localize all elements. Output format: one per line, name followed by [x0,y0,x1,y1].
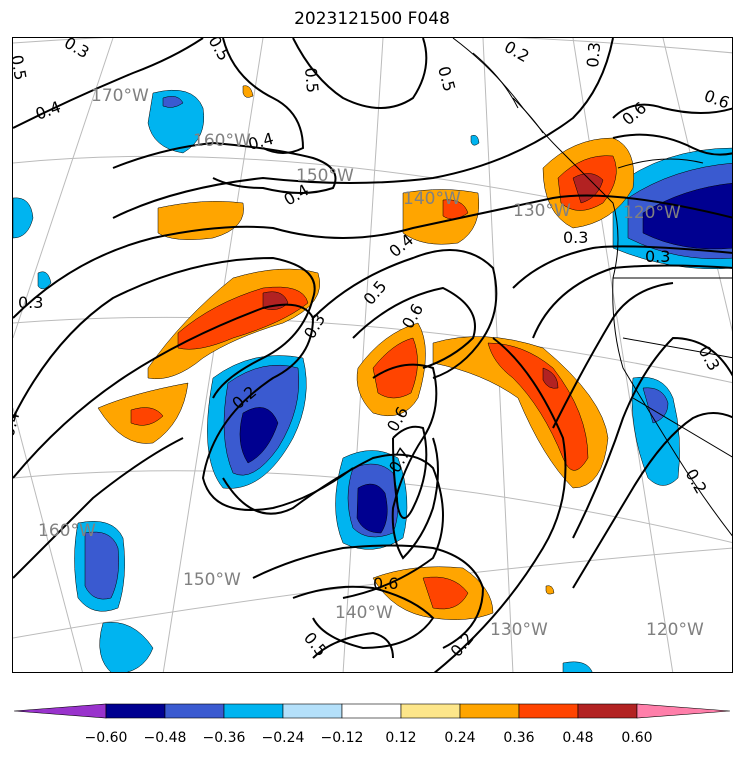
lon-label-150w-south: 150°W [183,570,241,590]
colorbar-tick-label: −0.24 [261,730,305,746]
contours [13,38,732,672]
contour-label: 0.3 [563,228,588,247]
colorbar-segment [164,703,225,719]
colorbar-segment [105,703,166,719]
colorbar-extend-high [636,703,731,719]
contour-label: 0.2 [501,38,533,66]
colorbar-segment [282,703,343,719]
contour-label: 0.3 [61,38,93,62]
lon-label-130w-south: 130°W [490,620,548,640]
coastlines [452,38,732,537]
contour-label: 0.5 [205,38,234,64]
map-title: 2023121500 F048 [294,9,450,29]
shaded-field [13,85,732,672]
contour-label: 0.5 [301,67,322,94]
contour-label: 0.3 [18,293,43,312]
colorbar-tick-label: −0.36 [202,730,246,746]
colorbar-tick-label: 0.12 [385,730,417,746]
colorbar-segment [223,703,284,719]
contour-label: 0.6 [618,98,650,129]
lon-label-130w-north: 130°W [513,201,571,221]
lon-label-160w-south: 160°W [38,521,96,541]
colorbar-extend-low [13,703,107,719]
contour-label: 0.6 [398,300,427,332]
contour-label: 0.5 [434,64,459,94]
colorbar-tick-label: 0.60 [621,730,653,746]
contour-label: 0.3 [300,310,329,342]
contour-label: 0.5 [13,53,30,81]
colorbar-tick-label: 0.36 [503,730,535,746]
colorbar-tick-label: −0.48 [143,730,187,746]
colorbar-segment [400,703,461,719]
colorbar-tick-label: 0.48 [562,730,594,746]
colorbar-segment [459,703,520,719]
contour-label: 0.4 [13,410,23,440]
contour-label: 0.3 [583,41,604,68]
contour-label: 0.6 [373,574,398,593]
colorbar-tick-label: −0.60 [84,730,128,746]
lon-label-140w-south: 140°W [335,603,393,623]
colorbar-segment [518,703,579,719]
contour-label: 0.3 [645,247,670,266]
lon-label-140w-north: 140°W [403,189,461,209]
contour-label: 0.3 [695,343,724,375]
colorbar-tick-label: −0.12 [320,730,364,746]
lon-label-120w-north: 120°W [623,203,681,223]
colorbar-segment [577,703,638,719]
contour-label: 0.6 [702,86,732,113]
contour-label: 0.4 [33,97,63,124]
lon-label-120w-south: 120°W [646,620,704,640]
lon-label-160w-north: 160°W [193,131,251,151]
lon-label-150w-north: 150°W [296,166,354,186]
map-panel: 170°W 160°W 150°W 140°W 130°W 120°W 160°… [12,37,733,673]
colorbar-segment [341,703,402,719]
lon-label-170w-north: 170°W [91,86,149,106]
colorbar-tick-label: 0.24 [444,730,476,746]
contour-label: 0.5 [360,277,391,309]
colorbar [13,703,731,719]
contour-label: 0.2 [447,629,478,661]
